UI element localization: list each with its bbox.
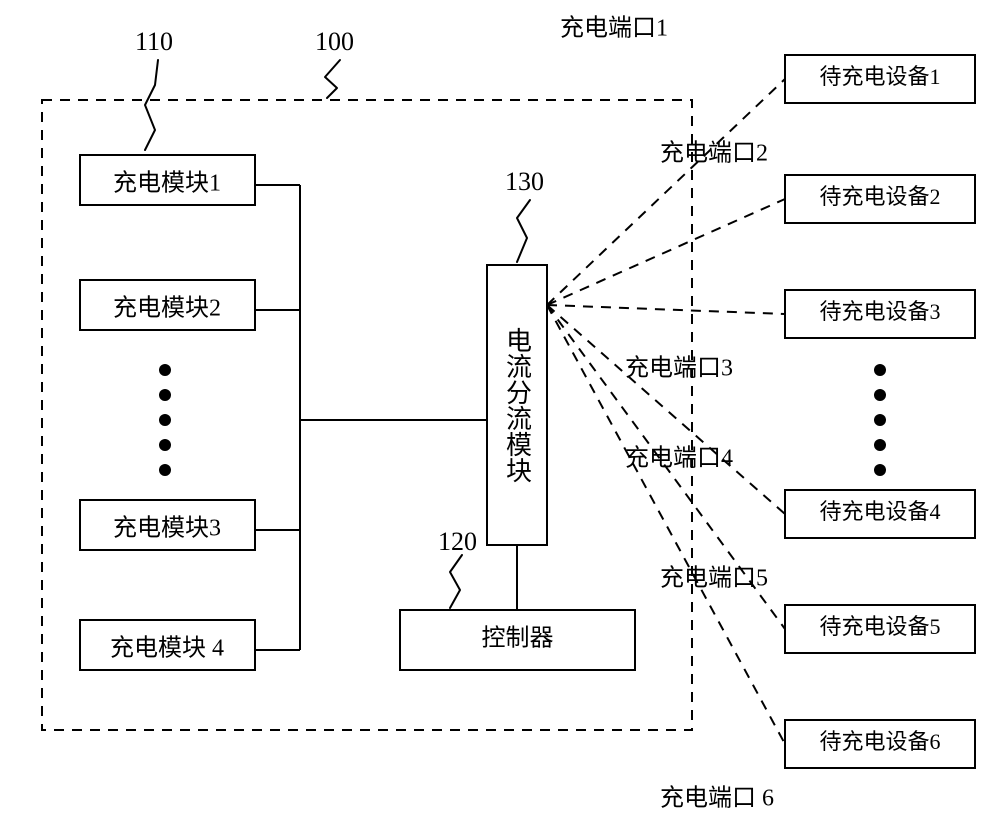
port-label-5: 充电端口5 (660, 565, 768, 592)
ellipsis-dot-left-0 (159, 364, 171, 376)
device-label-3: 待充电设备3 (819, 299, 940, 324)
port-label-3: 充电端口3 (625, 355, 733, 382)
device-label-2: 待充电设备2 (819, 184, 940, 209)
port-label-1: 充电端口1 (560, 15, 668, 42)
ellipsis-dot-left-4 (159, 464, 171, 476)
ellipsis-dot-right-0 (874, 364, 886, 376)
device-label-5: 待充电设备5 (819, 614, 940, 639)
ref-110-leader (145, 60, 158, 150)
ellipsis-dot-right-2 (874, 414, 886, 426)
ref-130-label: 130 (505, 167, 544, 196)
port-label-6: 充电端口 6 (660, 785, 774, 812)
charging-module-label-4: 充电模块 4 (110, 635, 224, 662)
port-line-1 (547, 79, 785, 305)
ref-100-leader (325, 60, 340, 98)
ellipsis-dot-left-1 (159, 389, 171, 401)
ref-120-leader (450, 555, 462, 608)
ellipsis-dot-right-1 (874, 389, 886, 401)
device-label-4: 待充电设备4 (819, 499, 940, 524)
charging-module-label-2: 充电模块2 (113, 295, 221, 322)
ellipsis-dot-right-3 (874, 439, 886, 451)
port-line-2 (547, 199, 785, 305)
charging-module-label-1: 充电模块1 (113, 170, 221, 197)
ellipsis-dot-right-4 (874, 464, 886, 476)
ref-120-label: 120 (438, 527, 477, 556)
charging-module-label-3: 充电模块3 (113, 515, 221, 542)
ref-130-leader (517, 200, 530, 262)
controller-label: 控制器 (482, 625, 554, 652)
device-label-1: 待充电设备1 (819, 64, 940, 89)
port-line-4 (547, 305, 785, 514)
system-diagram: 充电模块1 充电模块2 充电模块3 充电模块 4 电流分流模块控制器 待充电设备1 待充电设… (0, 0, 1000, 823)
port-label-2: 充电端口2 (660, 140, 768, 167)
port-label-4: 充电端口4 (625, 445, 733, 472)
ref-100-label: 100 (315, 27, 354, 56)
current-splitter-label: 电流分流模块 (503, 327, 532, 483)
device-label-6: 待充电设备6 (819, 729, 940, 754)
ref-110-label: 110 (135, 27, 173, 56)
ellipsis-dot-left-2 (159, 414, 171, 426)
ellipsis-dot-left-3 (159, 439, 171, 451)
port-line-3 (547, 305, 785, 314)
